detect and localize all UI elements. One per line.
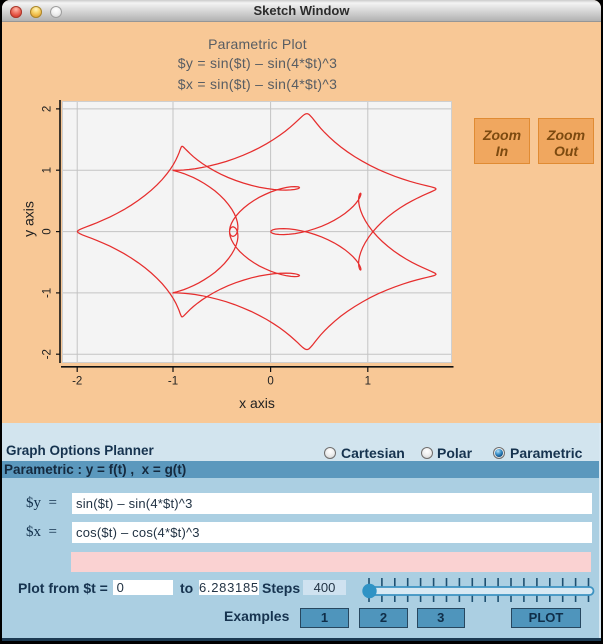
svg-text:-2: -2 xyxy=(72,376,82,388)
svg-text:2: 2 xyxy=(42,106,54,112)
svg-text:0: 0 xyxy=(42,228,54,234)
svg-text:-1: -1 xyxy=(42,288,54,298)
svg-text:-2: -2 xyxy=(42,349,54,359)
svg-text:1: 1 xyxy=(42,167,54,173)
svg-text:-1: -1 xyxy=(168,376,178,388)
svg-text:1: 1 xyxy=(365,376,371,388)
svg-text:y axis: y axis xyxy=(21,201,37,237)
svg-text:x axis: x axis xyxy=(239,395,275,411)
svg-text:0: 0 xyxy=(267,376,273,388)
